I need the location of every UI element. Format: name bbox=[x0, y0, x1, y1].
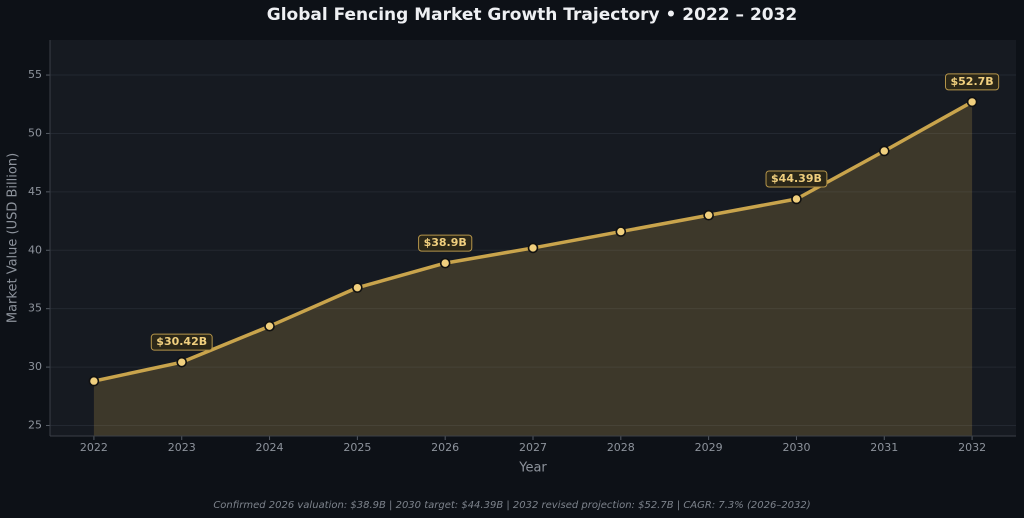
x-tick-label: 2027 bbox=[519, 441, 547, 454]
area bbox=[93, 101, 973, 437]
y-tick-label: 30 bbox=[28, 360, 42, 373]
point bbox=[527, 242, 539, 254]
x-tick-label: 2029 bbox=[695, 441, 723, 454]
value-label-text: $38.9B bbox=[424, 236, 467, 249]
y-tick-label: 45 bbox=[28, 185, 42, 198]
point bbox=[88, 375, 100, 387]
value-label: $52.7B bbox=[944, 73, 1000, 91]
value-label-text: $44.39B bbox=[771, 172, 822, 185]
value-label: $38.9B bbox=[418, 234, 473, 252]
y-tick-label: 35 bbox=[28, 302, 42, 315]
point bbox=[615, 226, 627, 237]
point bbox=[703, 209, 714, 221]
x-tick-label: 2032 bbox=[958, 441, 986, 454]
value-label-text: $52.7B bbox=[950, 75, 993, 88]
value-label-box bbox=[418, 234, 473, 252]
value-label: $30.42B bbox=[150, 333, 213, 351]
point bbox=[264, 320, 275, 332]
point bbox=[966, 96, 978, 108]
y-tick-label: 50 bbox=[28, 126, 42, 139]
value-label-text: $30.42B bbox=[156, 335, 207, 348]
x-tick-label: 2024 bbox=[256, 441, 284, 454]
x-tick-label: 2028 bbox=[607, 441, 635, 454]
x-tick-label: 2026 bbox=[431, 441, 459, 454]
y-axis-label: Market Value (USD Billion) bbox=[6, 153, 21, 323]
value-label-box bbox=[150, 333, 213, 351]
y-tick-label: 55 bbox=[28, 68, 42, 81]
x-tick-label: 2022 bbox=[80, 441, 108, 454]
x-tick-label: 2023 bbox=[168, 441, 196, 454]
x-tick-label: 2030 bbox=[782, 441, 810, 454]
plot-layer: 25 30 35 40 45 50 55 2022 2023 2024 2025 2026 2027 20… bbox=[28, 40, 1016, 454]
x-tick-label: 2025 bbox=[343, 441, 371, 454]
value-label: $44.39B bbox=[765, 170, 828, 188]
y-tick-label: 25 bbox=[28, 418, 42, 431]
point bbox=[878, 145, 890, 157]
point bbox=[176, 356, 188, 368]
plot-area bbox=[50, 40, 1016, 436]
point bbox=[352, 282, 363, 293]
point bbox=[791, 193, 802, 205]
footnote: Confirmed 2026 valuation: $38.9B | 2030 … bbox=[213, 500, 810, 511]
chart-title: Global Fencing Market Growth Trajectory … bbox=[267, 5, 798, 25]
x-axis-label: Year bbox=[518, 461, 547, 476]
value-label-box bbox=[944, 73, 1000, 91]
value-label-box bbox=[765, 170, 828, 188]
x-tick-label: 2031 bbox=[870, 441, 898, 454]
y-tick-label: 40 bbox=[28, 243, 42, 256]
point bbox=[439, 257, 451, 269]
